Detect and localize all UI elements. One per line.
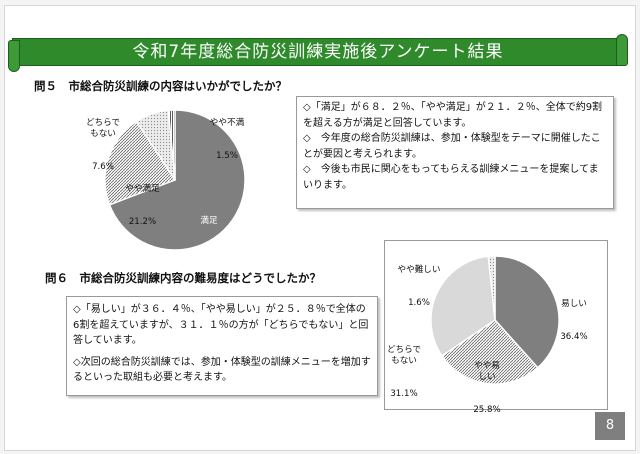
q6-slice-1 (494, 255, 560, 369)
banner-curl-left (8, 40, 20, 72)
q6-note-1: ◇「易しい」が３６．４％、「やや易しい」が２５．８％で全体の6割を超えていますが… (73, 304, 369, 347)
banner-curl-right (616, 34, 628, 66)
q6-label-yayayasashii-value: 25.8% (473, 405, 501, 415)
banner-bar (12, 38, 624, 66)
q5-label-yayamanzoku-name: やや満足 (125, 184, 160, 194)
q6-note-2: ◇次回の総合防災訓練では、参加・体験型の訓練メニューを増加するといった取組も必要… (73, 356, 371, 384)
q6-slice-4 (487, 255, 496, 321)
page-title: 令和7年度総合防災訓練実施後アンケート結果 (132, 42, 504, 62)
q5-label-yayafuman-name: やや不満 (209, 118, 245, 128)
q6-label-yayamuzukashii-name: やや難しい (397, 265, 441, 275)
q6-heading: 問６ 市総合防災訓練内容の難易度はどうでしたか？ (45, 271, 321, 285)
q6-label-yasashii-name: 易しい (561, 299, 587, 309)
q6-label-dochira-name: どちらで もない (386, 345, 422, 366)
q5-slice-2 (104, 120, 177, 206)
q6-label-yayamuzukashii-value: 1.6% (408, 298, 430, 308)
q5-label-dochira-value: 7.6% (92, 162, 114, 172)
q6-label-yayayasashii-name: やや易 しい (474, 361, 500, 382)
q5-label-manzoku-name: 満足 (200, 216, 218, 226)
q5-slice-4 (167, 109, 176, 181)
q6-slice-2 (440, 319, 539, 385)
q5-note-3: ◇ 今後も市民に関心をもってもらえる訓練メニューを提案してまいります。 (303, 164, 599, 191)
title-banner: 令和7年度総合防災訓練実施後アンケート結果 (8, 34, 628, 72)
q6-label-dochira-value: 31.1% (390, 389, 418, 399)
page-number: 8 (595, 412, 625, 440)
q5-slice-1 (108, 109, 246, 251)
q6-slice-3 (430, 255, 496, 357)
q5-note-2: ◇ 今年度の総合防災訓練は、参加・体験型をテーマに開催したことが要因と考えられま… (303, 133, 601, 160)
q5-heading: 問５ 市総合防災訓練の内容はいかがでしたか？ (34, 79, 287, 93)
q5-label-dochira-name: どちらで もない (85, 118, 121, 139)
q5-label-yayafuman-value: 1.5% (216, 151, 238, 161)
q5-label-manzoku-value: 68.2% (195, 249, 223, 259)
q5-label-yayamanzoku-value: 21.2% (128, 217, 157, 227)
q5-notes-box: ◇「満足」が６８．２％、「やや満足」が２１．２％、全体で約9割を超える方が満足と… (296, 96, 614, 209)
q6-notes-box: ◇「易しい」が３６．４％、「やや易しい」が２５．８％で全体の6割を超えていますが… (66, 296, 378, 396)
q5-note-1: ◇「満足」が６８．２％、「やや満足」が２１．２％、全体で約9割を超える方が満足と… (303, 102, 603, 129)
q6-label-yasashii-value: 36.4% (560, 332, 588, 342)
